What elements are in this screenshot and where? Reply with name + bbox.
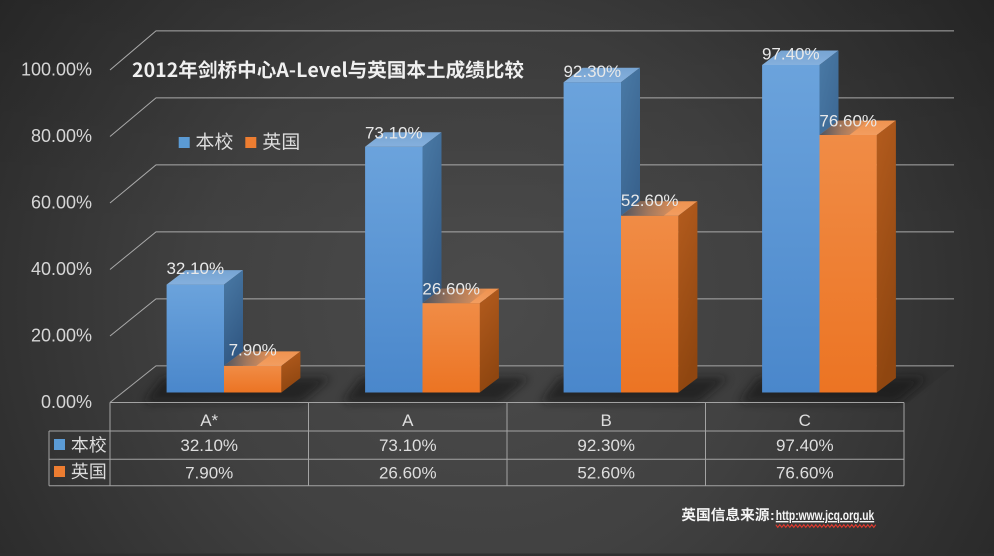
svg-text:40.00%: 40.00% <box>31 259 92 279</box>
svg-text:A*: A* <box>200 411 218 430</box>
svg-text:0.00%: 0.00% <box>41 392 92 412</box>
svg-text:C: C <box>799 411 811 430</box>
svg-text:A: A <box>402 411 414 430</box>
svg-text:52.60%: 52.60% <box>621 191 679 210</box>
svg-text:52.60%: 52.60% <box>577 463 635 482</box>
svg-text:60.00%: 60.00% <box>31 192 92 212</box>
svg-text:92.30%: 92.30% <box>577 436 635 455</box>
svg-text:80.00%: 80.00% <box>31 126 92 146</box>
svg-text:100.00%: 100.00% <box>21 59 92 79</box>
svg-text:76.60%: 76.60% <box>776 463 834 482</box>
svg-text:7.90%: 7.90% <box>185 463 233 482</box>
svg-text:26.60%: 26.60% <box>379 463 437 482</box>
svg-text:http:www.jcq.org.uk: http:www.jcq.org.uk <box>776 507 875 523</box>
svg-text:7.90%: 7.90% <box>229 340 277 359</box>
svg-text:97.40%: 97.40% <box>762 45 820 64</box>
svg-text:92.30%: 92.30% <box>563 62 621 81</box>
svg-text:32.10%: 32.10% <box>166 259 224 278</box>
svg-text:73.10%: 73.10% <box>379 436 437 455</box>
svg-text:73.10%: 73.10% <box>365 124 423 143</box>
svg-text:26.60%: 26.60% <box>422 280 480 299</box>
svg-text:97.40%: 97.40% <box>776 436 834 455</box>
svg-text:20.00%: 20.00% <box>31 325 92 345</box>
svg-text::: : <box>770 507 775 523</box>
svg-text:B: B <box>601 411 612 430</box>
svg-text:32.10%: 32.10% <box>180 436 238 455</box>
svg-text:76.60%: 76.60% <box>819 111 877 130</box>
